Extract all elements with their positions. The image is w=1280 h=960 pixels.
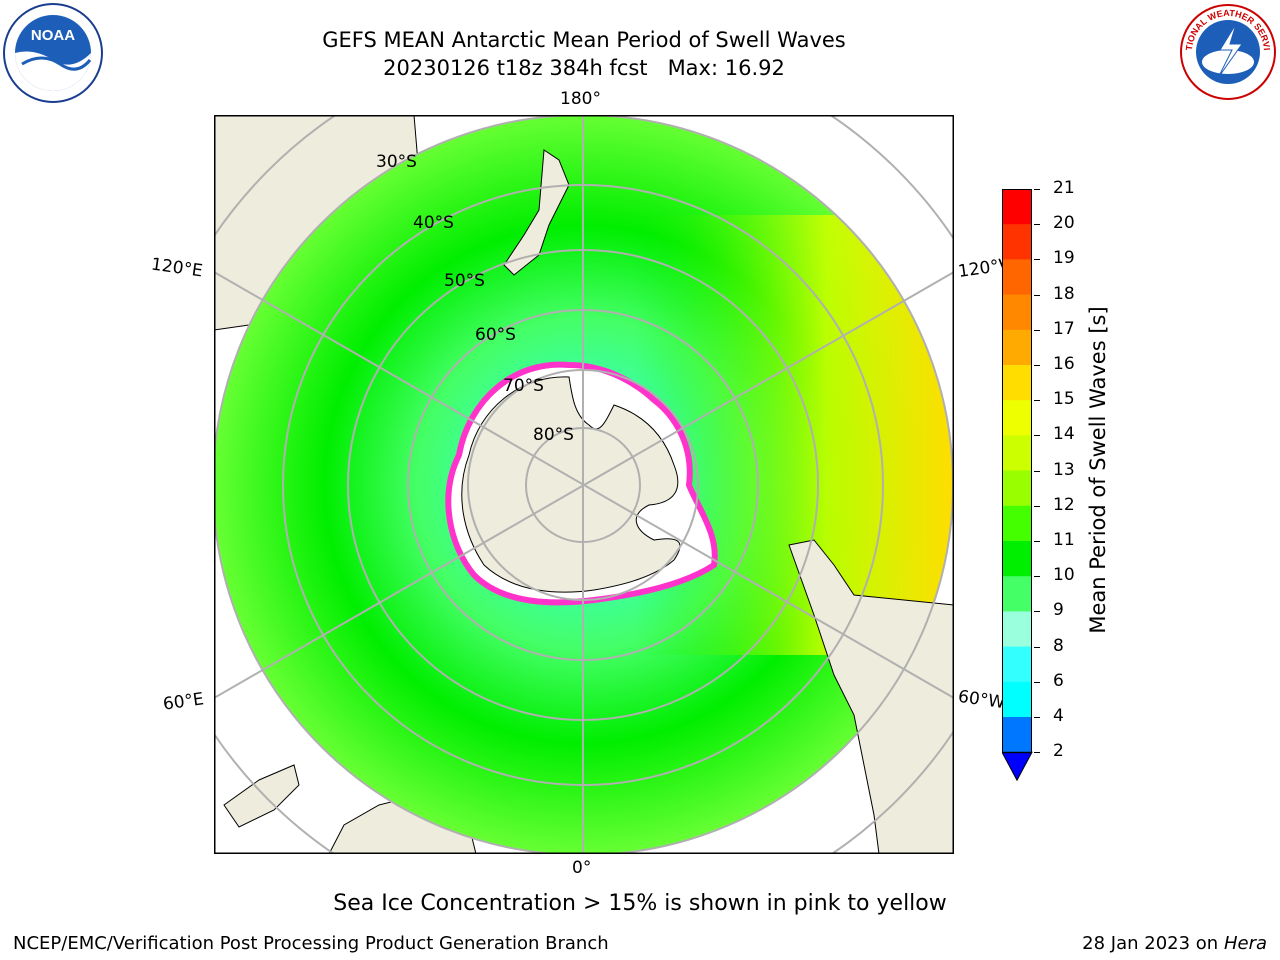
footer-date-text: 28 Jan 2023 on <box>1082 933 1224 954</box>
colorbar-segment <box>1002 470 1032 507</box>
colorbar-segment <box>1002 505 1032 542</box>
sea-ice-caption: Sea Ice Concentration > 15% is shown in … <box>333 891 947 916</box>
lat-label-50s: 50°S <box>444 271 485 291</box>
noaa-logo: NOAA <box>2 2 104 104</box>
colorbar-label: Mean Period of Swell Waves [s] <box>1086 306 1110 634</box>
polar-map <box>213 114 955 855</box>
colorbar-segment <box>1002 681 1032 718</box>
footer-host: Hera <box>1223 933 1267 954</box>
colorbar-segment <box>1002 189 1032 225</box>
colorbar-tick-mark <box>1034 576 1040 578</box>
colorbar-segment <box>1002 259 1032 296</box>
chart-subtitle: 20230126 t18z 384h fcst Max: 16.92 <box>383 56 785 80</box>
lon-label-180: 180° <box>560 89 601 109</box>
colorbar-tick-mark <box>1034 259 1040 261</box>
lat-label-40s: 40°S <box>413 213 454 233</box>
colorbar-extend-arrow <box>1001 751 1033 782</box>
colorbar-segment <box>1002 294 1032 331</box>
colorbar-tick-label: 8 <box>1053 635 1064 656</box>
colorbar-tick-mark <box>1034 646 1040 648</box>
lon-label-0: 0° <box>572 858 592 878</box>
colorbar-tick-label: 10 <box>1053 565 1075 586</box>
colorbar-segment <box>1002 435 1032 472</box>
colorbar-tick-label: 6 <box>1053 670 1064 691</box>
colorbar-tick-label: 9 <box>1053 600 1064 621</box>
colorbar-tick-mark <box>1034 611 1040 613</box>
colorbar-tick-label: 19 <box>1053 248 1075 269</box>
lat-label-80s: 80°S <box>533 425 574 445</box>
lon-label-120e: 120°E <box>149 254 204 282</box>
footer-credit: NCEP/EMC/Verification Post Processing Pr… <box>13 933 609 954</box>
colorbar-tick-mark <box>1034 365 1040 366</box>
colorbar-tick-mark <box>1034 470 1040 472</box>
lat-label-70s: 70°S <box>503 376 544 396</box>
colorbar-tick-label: 14 <box>1053 424 1075 445</box>
colorbar-tick-mark <box>1034 541 1040 542</box>
lon-label-60w: 60°W <box>956 686 1007 714</box>
colorbar-tick-label: 21 <box>1053 178 1075 198</box>
colorbar-segment <box>1002 646 1032 683</box>
colorbar-tick-label: 4 <box>1053 706 1064 726</box>
colorbar-tick-mark <box>1034 329 1040 331</box>
colorbar-tick-mark <box>1034 435 1040 437</box>
colorbar-segment <box>1002 400 1032 436</box>
colorbar-tick-mark <box>1034 224 1040 226</box>
colorbar-segment <box>1002 611 1032 648</box>
nws-logo: NATIONAL WEATHER SERVICE <box>1175 0 1278 102</box>
colorbar-tick-mark <box>1034 752 1040 754</box>
colorbar-tick-mark <box>1034 400 1040 402</box>
colorbar-segment <box>1002 329 1032 366</box>
noaa-logo-text: NOAA <box>31 27 75 44</box>
colorbar-tick-label: 18 <box>1053 283 1075 304</box>
footer-date: 28 Jan 2023 on Hera <box>1082 933 1267 954</box>
colorbar-segment <box>1002 365 1032 401</box>
colorbar <box>1001 189 1034 782</box>
colorbar-tick-mark <box>1034 717 1040 718</box>
madagascar-landmass <box>223 764 300 828</box>
colorbar-tick-mark <box>1034 294 1040 296</box>
colorbar-tick-label: 16 <box>1053 354 1075 374</box>
colorbar-tick-label: 17 <box>1053 318 1075 339</box>
colorbar-tick-mark <box>1034 505 1040 507</box>
colorbar-segment <box>1002 576 1032 612</box>
lat-label-30s: 30°S <box>376 152 417 172</box>
colorbar-tick-label: 15 <box>1053 389 1075 410</box>
colorbar-tick-label: 11 <box>1053 530 1075 550</box>
lon-label-60e: 60°E <box>161 689 206 715</box>
colorbar-segment <box>1002 717 1032 753</box>
colorbar-tick-label: 12 <box>1053 494 1075 515</box>
colorbar-tick-label: 13 <box>1053 459 1075 480</box>
colorbar-tick-mark <box>1034 681 1040 683</box>
colorbar-tick-label: 20 <box>1053 213 1075 234</box>
colorbar-segment <box>1002 224 1032 260</box>
antarctica <box>461 376 681 593</box>
colorbar-segment <box>1002 541 1032 577</box>
colorbar-tick-label: 2 <box>1053 741 1064 762</box>
chart-title: GEFS MEAN Antarctic Mean Period of Swell… <box>322 28 846 52</box>
lat-label-60s: 60°S <box>475 325 516 345</box>
colorbar-tick-mark <box>1034 189 1040 190</box>
